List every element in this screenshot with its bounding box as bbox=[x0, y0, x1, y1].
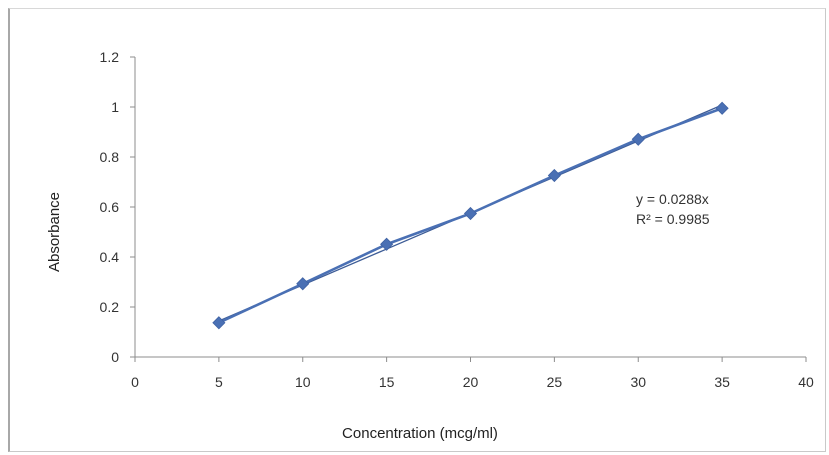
x-tick-label: 10 bbox=[295, 374, 311, 390]
x-tick-label: 15 bbox=[379, 374, 395, 390]
x-tick-label: 5 bbox=[215, 374, 223, 390]
x-tick-label: 35 bbox=[714, 374, 730, 390]
data-point-marker bbox=[296, 277, 310, 291]
y-tick-labels: 0 0.2 0.4 0.6 0.8 1 1.2 bbox=[100, 49, 120, 365]
trendline-equation: y = 0.0288x bbox=[636, 191, 709, 207]
y-tick-label: 0.8 bbox=[100, 149, 120, 165]
y-tick-label: 1 bbox=[111, 99, 119, 115]
x-tick-label: 30 bbox=[630, 374, 646, 390]
y-tick-label: 0.2 bbox=[100, 299, 120, 315]
data-point-marker bbox=[212, 316, 226, 330]
chart-frame bbox=[8, 8, 826, 452]
x-tick-label: 25 bbox=[547, 374, 563, 390]
x-tick-labels: 0 5 10 15 20 25 30 35 40 bbox=[131, 374, 814, 390]
y-tick-label: 0.6 bbox=[100, 199, 120, 215]
y-tick-label: 0 bbox=[111, 349, 119, 365]
y-tick-label: 0.4 bbox=[100, 249, 120, 265]
x-tick-label: 20 bbox=[463, 374, 479, 390]
series-group bbox=[212, 101, 729, 330]
y-axis-title: Absorbance bbox=[46, 192, 63, 272]
data-point-marker bbox=[380, 237, 394, 251]
data-point-marker bbox=[715, 101, 729, 115]
data-point-marker bbox=[547, 168, 561, 183]
trendline-r-squared: R² = 0.9985 bbox=[636, 211, 710, 227]
axes bbox=[130, 56, 807, 362]
data-point-marker bbox=[463, 206, 478, 221]
data-point-marker bbox=[631, 132, 645, 146]
x-tick-label: 0 bbox=[131, 374, 139, 390]
x-tick-label: 40 bbox=[798, 374, 814, 390]
y-tick-label: 1.2 bbox=[100, 49, 120, 65]
x-axis-title: Concentration (mcg/ml) bbox=[342, 425, 498, 442]
